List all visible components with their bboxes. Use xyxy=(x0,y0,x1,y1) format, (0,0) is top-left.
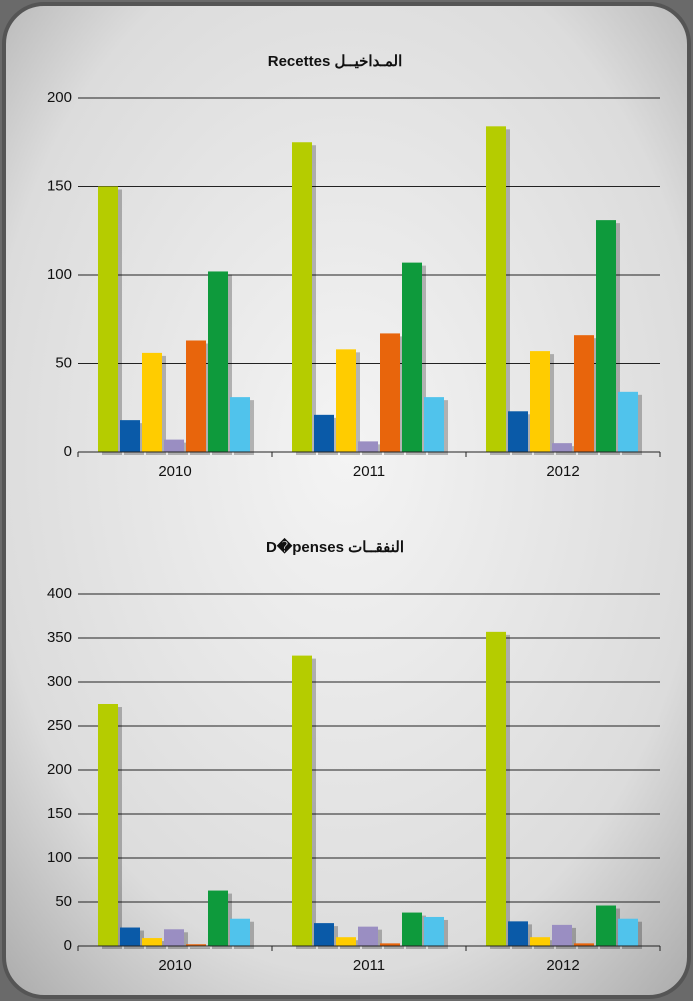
bar xyxy=(208,271,228,452)
x-tick-label: 2010 xyxy=(158,463,191,480)
bar xyxy=(424,916,444,946)
bar xyxy=(486,126,506,452)
bar xyxy=(230,397,250,452)
bar xyxy=(596,220,616,452)
y-tick-label: 50 xyxy=(55,893,72,910)
y-tick-label: 250 xyxy=(47,717,72,734)
bar xyxy=(336,937,356,946)
bar xyxy=(486,631,506,946)
y-tick-label: 100 xyxy=(47,849,72,866)
bar xyxy=(618,918,638,946)
y-tick-label: 50 xyxy=(55,354,72,371)
bar xyxy=(98,186,118,452)
bar xyxy=(164,439,184,452)
bar xyxy=(358,441,378,452)
y-tick-label: 100 xyxy=(47,266,72,283)
bar xyxy=(358,926,378,946)
bar xyxy=(552,443,572,452)
bar xyxy=(142,352,162,452)
bar xyxy=(186,944,206,946)
bar xyxy=(424,397,444,452)
chart-title: Recettes المـداخيــل xyxy=(268,53,403,70)
bar xyxy=(508,921,528,946)
y-tick-label: 200 xyxy=(47,89,72,106)
x-tick-label: 2010 xyxy=(158,957,191,974)
bar xyxy=(314,414,334,452)
x-tick-label: 2012 xyxy=(546,957,579,974)
y-tick-label: 350 xyxy=(47,629,72,646)
bar xyxy=(208,890,228,946)
bar xyxy=(120,420,140,452)
bar xyxy=(552,924,572,946)
bar xyxy=(314,923,334,946)
bar xyxy=(142,938,162,946)
bar xyxy=(98,704,118,946)
y-tick-label: 150 xyxy=(47,805,72,822)
y-tick-label: 300 xyxy=(47,673,72,690)
x-tick-label: 2012 xyxy=(546,463,579,480)
bar xyxy=(508,411,528,452)
y-tick-label: 400 xyxy=(47,585,72,602)
bar xyxy=(530,351,550,452)
y-tick-label: 200 xyxy=(47,761,72,778)
bar xyxy=(164,929,184,946)
bar xyxy=(186,340,206,452)
bar xyxy=(574,335,594,452)
bar xyxy=(380,943,400,946)
y-tick-label: 150 xyxy=(47,177,72,194)
bar-shadow xyxy=(190,947,210,949)
bar xyxy=(292,142,312,452)
bar xyxy=(574,943,594,946)
bar xyxy=(596,905,616,946)
bar xyxy=(618,391,638,452)
bar xyxy=(530,937,550,946)
bar-shadow xyxy=(578,946,598,949)
bar xyxy=(402,262,422,452)
bar xyxy=(336,349,356,452)
y-tick-label: 0 xyxy=(64,937,72,954)
bar xyxy=(120,927,140,946)
bar xyxy=(402,912,422,946)
bar xyxy=(380,333,400,452)
x-tick-label: 2011 xyxy=(353,463,385,480)
bar xyxy=(230,918,250,946)
y-tick-label: 0 xyxy=(64,443,72,460)
chart-title: D�penses النفقــات xyxy=(266,537,404,556)
bar xyxy=(292,655,312,946)
bar-shadow xyxy=(384,946,404,949)
x-tick-label: 2011 xyxy=(353,957,385,974)
